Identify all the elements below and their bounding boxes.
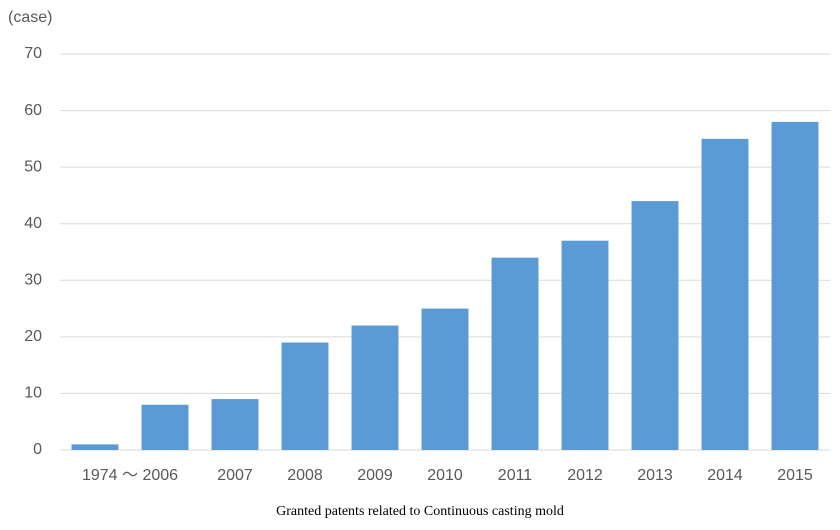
x-axis-label: Granted patents related to Continuous ca… xyxy=(276,504,564,519)
y-tick-label: 10 xyxy=(24,385,42,402)
x-tick-label: 2009 xyxy=(357,467,393,484)
bar xyxy=(561,240,609,450)
bar xyxy=(351,325,399,450)
y-tick-label: 40 xyxy=(24,215,42,232)
bar xyxy=(701,138,749,450)
x-tick-label: 1974 ～ 2006 xyxy=(82,467,178,484)
y-tick-label: 50 xyxy=(24,158,42,175)
y-axis-label: (case) xyxy=(8,9,52,26)
y-tick-label: 0 xyxy=(33,441,42,458)
y-tick-label: 60 xyxy=(24,102,42,119)
x-tick-label: 2008 xyxy=(287,467,323,484)
y-tick-label: 70 xyxy=(24,45,42,62)
bar xyxy=(631,201,679,450)
bar xyxy=(491,257,539,450)
bar xyxy=(771,121,819,450)
bar xyxy=(141,404,189,450)
x-tick-label: 2011 xyxy=(498,467,533,484)
x-tick-label: 2007 xyxy=(217,467,253,484)
x-tick-label: 2015 xyxy=(777,467,813,484)
bar xyxy=(281,342,329,450)
x-tick-label: 2010 xyxy=(427,467,463,484)
bar xyxy=(421,308,469,450)
y-tick-label: 30 xyxy=(24,272,42,289)
x-tick-label: 2013 xyxy=(637,467,673,484)
bar xyxy=(211,399,259,450)
x-tick-label: 2014 xyxy=(707,467,743,484)
x-tick-label: 2012 xyxy=(567,467,603,484)
y-tick-label: 20 xyxy=(24,328,42,345)
bar xyxy=(71,444,119,450)
